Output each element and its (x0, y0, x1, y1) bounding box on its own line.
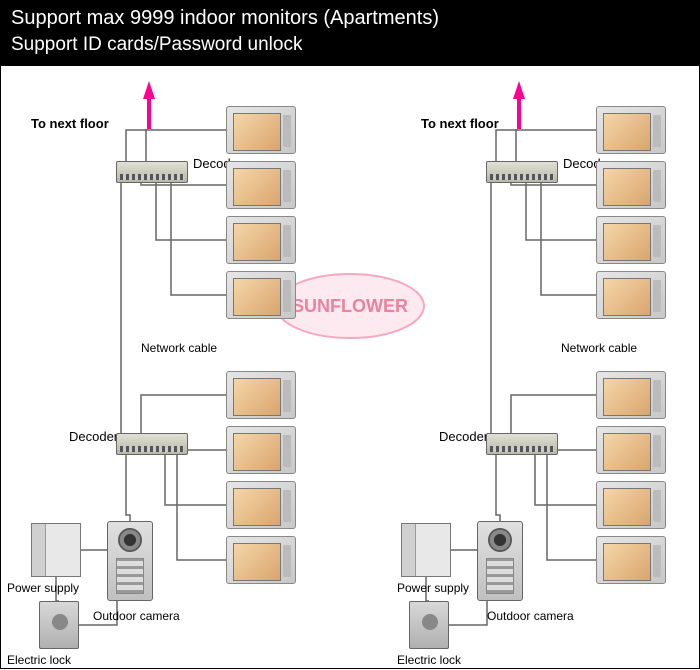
arrow-next-floor-left (143, 81, 155, 99)
monitor-bot-1-0 (596, 371, 666, 419)
power-0 (31, 523, 81, 577)
monitor-bot-0-3 (226, 536, 296, 584)
monitor-top-0-1 (226, 161, 296, 209)
monitor-bot-1-2 (596, 481, 666, 529)
monitor-top-1-0 (596, 106, 666, 154)
monitor-bot-0-1 (226, 426, 296, 474)
monitor-bot-0-0 (226, 371, 296, 419)
monitor-top-1-3 (596, 271, 666, 319)
label-camera-r: Outdoor camera (487, 609, 574, 623)
monitor-top-0-0 (226, 106, 296, 154)
lock-1 (409, 601, 449, 649)
monitor-bot-0-2 (226, 481, 296, 529)
header-line-2: Support ID cards/Password unlock (11, 34, 689, 56)
label-camera-l: Outdoor camera (93, 609, 180, 623)
svg-text:SUNFLOWER: SUNFLOWER (292, 296, 408, 316)
decoder-bottom-0 (116, 433, 188, 455)
label-network-r: Network cable (561, 341, 637, 355)
monitor-bot-1-3 (596, 536, 666, 584)
label-power-l: Power supply (7, 581, 79, 595)
label-decoder-br: Decoder (439, 429, 488, 444)
monitor-top-1-2 (596, 216, 666, 264)
label-lock-l: Electric lock (7, 653, 71, 667)
lock-0 (39, 601, 79, 649)
power-1 (401, 523, 451, 577)
decoder-top-1 (486, 161, 558, 183)
camera-0 (107, 521, 153, 601)
label-next-floor-left: To next floor (31, 116, 109, 131)
monitor-bot-1-1 (596, 426, 666, 474)
monitor-top-0-3 (226, 271, 296, 319)
label-power-r: Power supply (397, 581, 469, 595)
decoder-bottom-1 (486, 433, 558, 455)
camera-1 (477, 521, 523, 601)
label-decoder-bl: Decoder (69, 429, 118, 444)
label-network-l: Network cable (141, 341, 217, 355)
header-line-1: Support max 9999 indoor monitors (Apartm… (11, 7, 689, 30)
monitor-top-0-2 (226, 216, 296, 264)
monitor-top-1-1 (596, 161, 666, 209)
arrow-next-floor-right (513, 81, 525, 99)
label-lock-r: Electric lock (397, 653, 461, 667)
decoder-top-0 (116, 161, 188, 183)
label-next-floor-right: To next floor (421, 116, 499, 131)
